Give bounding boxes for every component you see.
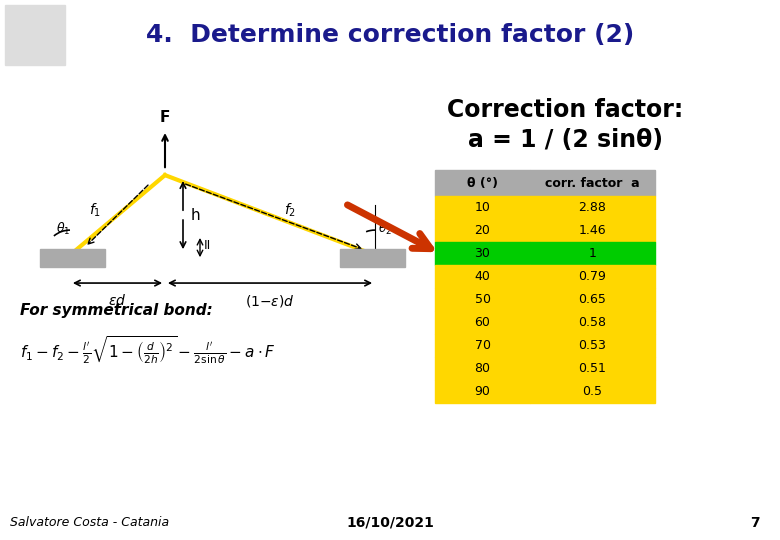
Text: 2.88: 2.88 (579, 201, 606, 214)
Text: $f_2$: $f_2$ (284, 201, 296, 219)
Text: $\theta_2$: $\theta_2$ (378, 221, 392, 237)
Bar (435, 380, 530, 403)
Text: 0.53: 0.53 (579, 339, 606, 352)
Bar (435, 219, 530, 242)
Text: 1: 1 (589, 247, 597, 260)
Text: 90: 90 (474, 385, 491, 398)
Bar (435, 334, 530, 357)
Bar (530, 265, 655, 288)
Text: 10: 10 (474, 201, 491, 214)
Text: $f_1 - f_2 - \frac{l^{\prime}}{2}\sqrt{1-\left(\frac{d}{2h}\right)^2} - \frac{l^: $f_1 - f_2 - \frac{l^{\prime}}{2}\sqrt{1… (20, 334, 276, 366)
Text: For symmetrical bond:: For symmetrical bond: (20, 302, 213, 318)
Bar (530, 242, 655, 265)
Bar (40, 249, 105, 267)
Bar (530, 170, 655, 196)
Text: 40: 40 (474, 270, 491, 283)
Bar (435, 196, 530, 219)
Bar (435, 357, 530, 380)
Bar (530, 219, 655, 242)
Text: 70: 70 (474, 339, 491, 352)
Text: 60: 60 (474, 316, 491, 329)
Text: F: F (160, 110, 170, 125)
Bar (530, 288, 655, 311)
Text: 20: 20 (474, 224, 491, 237)
Text: II: II (204, 239, 211, 252)
Text: 0.79: 0.79 (579, 270, 606, 283)
Bar (435, 265, 530, 288)
Bar (700, 10, 772, 62)
Bar (530, 196, 655, 219)
Text: 30: 30 (474, 247, 491, 260)
Bar (530, 334, 655, 357)
Bar (435, 242, 530, 265)
Bar (435, 311, 530, 334)
Text: Salvatore Costa - Catania: Salvatore Costa - Catania (10, 516, 169, 529)
Text: 0.58: 0.58 (579, 316, 607, 329)
Text: 80: 80 (474, 362, 491, 375)
Bar (435, 170, 530, 196)
Bar (340, 249, 405, 267)
Bar (435, 288, 530, 311)
Text: 0.51: 0.51 (579, 362, 606, 375)
Text: 16/10/2021: 16/10/2021 (346, 516, 434, 530)
Bar (5, 5, 65, 65)
Text: 50: 50 (474, 293, 491, 306)
Bar (530, 357, 655, 380)
Text: corr. factor  a: corr. factor a (545, 177, 640, 190)
Bar (530, 311, 655, 334)
Text: $\varepsilon d$: $\varepsilon d$ (108, 293, 126, 308)
Text: Correction factor:: Correction factor: (447, 98, 683, 122)
Text: 0.5: 0.5 (583, 385, 602, 398)
Text: 1.46: 1.46 (579, 224, 606, 237)
Text: $f_1$: $f_1$ (90, 201, 101, 219)
Text: 4.  Determine correction factor (2): 4. Determine correction factor (2) (146, 23, 634, 47)
Text: 0.65: 0.65 (579, 293, 606, 306)
Text: 7: 7 (750, 516, 760, 530)
Text: h: h (191, 207, 200, 222)
Text: θ (°): θ (°) (467, 177, 498, 190)
Text: a = 1 / (2 sinθ): a = 1 / (2 sinθ) (467, 128, 662, 152)
Bar (530, 380, 655, 403)
Text: $(1{-}\varepsilon)d$: $(1{-}\varepsilon)d$ (245, 293, 295, 309)
Text: $\theta_1$: $\theta_1$ (56, 221, 70, 237)
